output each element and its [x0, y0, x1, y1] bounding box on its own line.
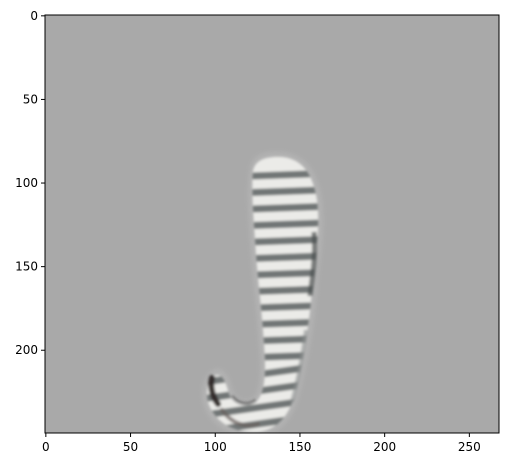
x-tick-label: 50 — [123, 440, 138, 454]
y-tick-label: 50 — [23, 92, 38, 106]
x-tick-label: 150 — [288, 440, 311, 454]
y-tick-label: 0 — [30, 9, 38, 23]
x-tick-label: 200 — [373, 440, 396, 454]
y-tick-label: 150 — [15, 260, 38, 274]
x-tick-label: 0 — [42, 440, 50, 454]
x-tick-label: 250 — [458, 440, 481, 454]
y-axis: 0 50 100 150 200 — [15, 9, 45, 357]
axes-frame — [44, 14, 500, 434]
y-tick-label: 200 — [15, 343, 38, 357]
x-tick-label: 100 — [204, 440, 227, 454]
x-axis: 0 50 100 150 200 250 — [42, 433, 481, 454]
y-tick-label: 100 — [15, 176, 38, 190]
